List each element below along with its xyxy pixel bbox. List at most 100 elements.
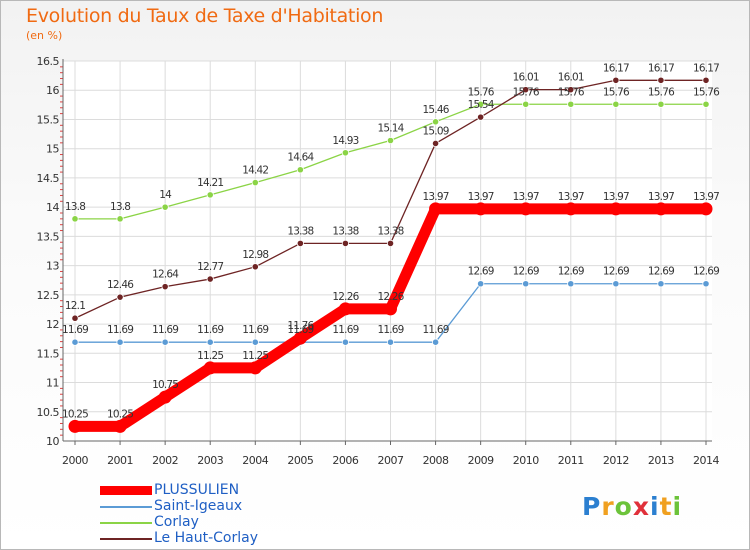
data-label: 11.25 [197, 350, 223, 362]
x-tick-label: 2001 [107, 454, 133, 467]
x-tick-label: 2014 [693, 454, 719, 467]
x-tick-label: 2003 [197, 454, 223, 467]
data-label: 12.69 [513, 266, 539, 278]
data-label: 13.8 [110, 201, 130, 213]
data-point [293, 331, 307, 345]
data-label: 12.69 [603, 266, 629, 278]
data-label: 13.97 [558, 191, 584, 203]
x-tick-label: 2009 [468, 454, 494, 467]
data-label: 15.76 [558, 86, 585, 98]
data-point [522, 280, 530, 288]
data-point [431, 118, 440, 126]
data-label: 13.38 [332, 225, 358, 237]
data-point [657, 100, 665, 108]
data-point [657, 280, 665, 288]
data-label: 12.69 [648, 266, 674, 278]
data-label: 12.98 [242, 249, 268, 261]
data-point [431, 338, 440, 346]
data-label: 10.25 [107, 408, 133, 420]
data-label: 15.14 [377, 123, 404, 135]
data-point [251, 179, 259, 187]
data-point [477, 113, 485, 121]
data-label: 12.69 [468, 266, 494, 278]
data-label: 11.69 [107, 324, 133, 336]
data-point [654, 202, 668, 216]
data-label: 13.38 [377, 225, 403, 237]
chart-title: Evolution du Taux de Taxe d'Habitation [26, 5, 384, 27]
data-label: 11.69 [423, 324, 449, 336]
y-tick-label: 16.5 [37, 55, 60, 68]
data-label: 11.69 [242, 324, 268, 336]
x-tick-label: 2010 [513, 454, 539, 467]
data-point [699, 202, 713, 216]
y-tick-label: 15.5 [37, 113, 60, 126]
data-label: 11.76 [287, 320, 314, 332]
data-point [71, 314, 79, 322]
data-label: 11.69 [332, 324, 358, 336]
data-label: 11.69 [152, 324, 178, 336]
x-tick-label: 2006 [332, 454, 358, 467]
data-label: 12.69 [693, 266, 719, 278]
data-label: 13.97 [513, 191, 539, 203]
data-point [296, 239, 304, 247]
legend-swatch-le-haut-corlay [100, 538, 152, 540]
data-point [702, 76, 710, 84]
data-label: 15.76 [513, 86, 540, 98]
data-label: 13.97 [468, 191, 494, 203]
data-point [296, 166, 304, 174]
data-label: 12.69 [558, 266, 584, 278]
data-label: 13.97 [648, 191, 674, 203]
data-label: 15.76 [468, 86, 495, 98]
data-point [206, 338, 214, 346]
data-point [338, 302, 352, 316]
x-tick-label: 2013 [648, 454, 674, 467]
data-label: 11.25 [242, 350, 268, 362]
data-point [206, 275, 214, 283]
data-label: 10.75 [152, 379, 178, 391]
data-point [612, 280, 620, 288]
x-tick-label: 2011 [558, 454, 584, 467]
legend-label-corlay: Corlay [154, 514, 199, 530]
data-label: 14.64 [287, 152, 314, 164]
y-tick-label: 11 [46, 377, 59, 390]
data-label: 12.46 [107, 279, 134, 291]
data-point [702, 280, 710, 288]
brand-letter: P [582, 492, 602, 521]
y-tick-label: 14.5 [37, 172, 60, 185]
brand-letter: r [601, 492, 615, 521]
data-label: 14.42 [242, 165, 268, 177]
y-tick-label: 11.5 [37, 347, 60, 360]
data-label: 16.17 [603, 62, 629, 74]
data-label: 14.21 [197, 177, 223, 189]
data-label: 15.46 [423, 104, 450, 116]
legend-label-plussulien: PLUSSULIEN [154, 482, 240, 498]
data-point [567, 100, 575, 108]
data-point [161, 338, 169, 346]
chart-unit-label: (en %) [26, 29, 63, 42]
data-label: 15.54 [468, 99, 495, 111]
data-point [251, 263, 259, 271]
x-tick-label: 2002 [152, 454, 178, 467]
data-label: 13.97 [603, 191, 629, 203]
data-point [341, 149, 350, 157]
brand-letter: o [614, 492, 633, 521]
data-point [567, 280, 575, 288]
y-tick-label: 10.5 [37, 406, 60, 419]
legend-label-le-haut-corlay: Le Haut-Corlay [154, 530, 258, 546]
data-label: 13.38 [287, 225, 313, 237]
brand-logo: Proxiti [582, 492, 682, 521]
y-tick-label: 12 [46, 318, 59, 331]
data-point [71, 215, 79, 223]
data-point [113, 419, 127, 433]
data-label: 11.69 [377, 324, 403, 336]
data-label: 12.1 [65, 300, 85, 312]
data-label: 13.97 [693, 191, 719, 203]
data-point [702, 100, 710, 108]
x-tick-label: 2005 [287, 454, 313, 467]
x-tick-label: 2007 [378, 454, 404, 467]
data-point [519, 202, 533, 216]
data-point [609, 202, 623, 216]
data-point [341, 338, 350, 346]
plot-area [63, 61, 712, 441]
